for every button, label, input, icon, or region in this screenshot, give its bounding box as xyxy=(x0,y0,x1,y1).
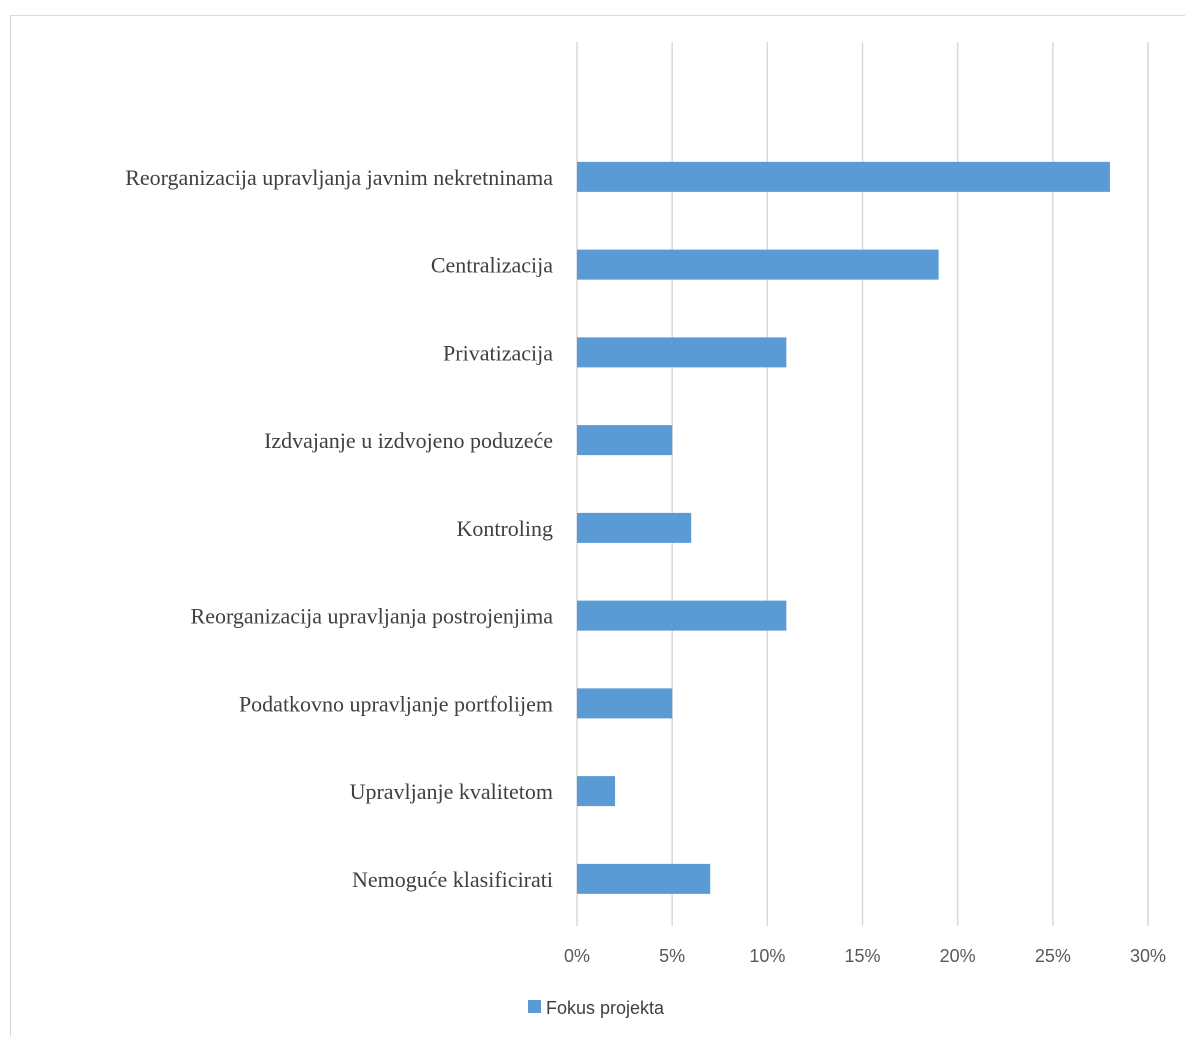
bars xyxy=(577,161,1110,894)
legend: Fokus projekta xyxy=(528,998,665,1018)
bar xyxy=(577,337,787,368)
category-label: Upravljanje kvalitetom xyxy=(350,779,553,804)
bar xyxy=(577,161,1110,192)
category-label: Reorganizacija upravljanja postrojenjima xyxy=(191,604,554,629)
bar xyxy=(577,776,616,807)
legend-label: Fokus projekta xyxy=(546,998,665,1018)
x-tick-label: 15% xyxy=(844,946,880,966)
x-tick-label: 30% xyxy=(1130,946,1166,966)
bar xyxy=(577,512,692,543)
x-tick-label: 10% xyxy=(749,946,785,966)
bar xyxy=(577,600,787,631)
category-label: Centralizacija xyxy=(431,253,553,278)
bar xyxy=(577,249,939,280)
category-label: Nemoguće klasificirati xyxy=(352,867,553,892)
x-tick-label: 5% xyxy=(659,946,685,966)
x-tick-label: 0% xyxy=(564,946,590,966)
x-tick-label: 20% xyxy=(940,946,976,966)
category-label: Izdvajanje u izdvojeno poduzeće xyxy=(264,428,553,453)
bar xyxy=(577,425,673,456)
legend-swatch xyxy=(528,1000,541,1013)
bar xyxy=(577,863,711,894)
chart-frame xyxy=(10,15,1185,1037)
x-tick-labels: 0% 5% 10% 15% 20% 25% 30% xyxy=(564,946,1166,966)
category-label: Privatizacija xyxy=(443,340,553,365)
x-tick-label: 25% xyxy=(1035,946,1071,966)
category-label: Kontroling xyxy=(456,516,553,541)
category-labels: Reorganizacija upravljanja javnim nekret… xyxy=(125,165,553,892)
category-label: Podatkovno upravljanje portfolijem xyxy=(239,691,553,716)
bar xyxy=(577,688,673,719)
gridlines xyxy=(576,42,1149,926)
category-label: Reorganizacija upravljanja javnim nekret… xyxy=(125,165,553,190)
